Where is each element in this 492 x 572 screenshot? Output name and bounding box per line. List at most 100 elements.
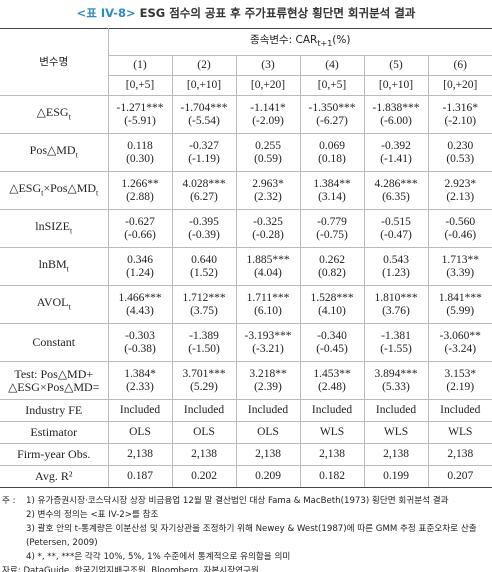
cell: OLS: [171, 421, 237, 444]
column-number: (3): [235, 55, 301, 76]
t-stat: (0.82): [318, 266, 346, 279]
t-stat: (1.52): [190, 266, 218, 279]
t-stat: (-0.39): [188, 228, 220, 241]
cell: -0.395 (-0.39): [171, 209, 237, 248]
data-row: Avg. R² 0.187 0.202 0.209 0.182 0.199 0.207: [0, 465, 492, 488]
cell: -3.193*** (-3.21): [235, 323, 301, 362]
title-text: ESG 점수의 공표 후 주가표류현상 횡단면 회귀분석 결과: [139, 6, 416, 20]
cell: -0.327 (-1.19): [171, 133, 237, 172]
text: △ESG: [36, 104, 69, 119]
window: [0,+10]: [363, 75, 429, 96]
window: [0,+5]: [108, 75, 173, 96]
coefficient: -0.327: [189, 139, 219, 152]
t-stat: (-5.91): [124, 114, 156, 127]
cell: 0.187: [107, 465, 173, 488]
row-label: AVOLt: [0, 285, 109, 324]
label-line: Pos△MDt: [0, 143, 108, 161]
cell: -0.392 (-1.41): [363, 133, 429, 172]
coefficient: 1.713**: [441, 253, 479, 266]
t-stat: (3.14): [318, 190, 346, 203]
cell: -0.779 (-0.75): [299, 209, 365, 248]
text: (%): [332, 33, 351, 46]
cell: 2,138: [235, 443, 301, 466]
column-number: (5): [363, 55, 429, 76]
cell: 2,138: [363, 443, 429, 466]
coefficient: 2.963*: [252, 177, 284, 190]
cell: -1.389 (-1.50): [171, 323, 237, 362]
cell: 3.153* (2.19): [427, 361, 492, 400]
label-line: lnBMt: [0, 257, 108, 275]
t-stat: (-1.55): [380, 342, 412, 355]
t-stat: (2.48): [318, 380, 346, 393]
coefficient: 3.894***: [374, 367, 418, 380]
coefficient: 1.712***: [182, 291, 226, 304]
coefficient: 1.453**: [313, 367, 351, 380]
data-row: △ESGt -1.271*** (-5.91) -1.704*** (-5.54) -1.…: [0, 95, 492, 134]
cell: 0.346 (1.24): [107, 247, 173, 286]
coefficient: -1.350***: [308, 101, 356, 114]
t-stat: (2.88): [126, 190, 154, 203]
cell: 1.384* (2.33): [107, 361, 173, 400]
row-label: lnBMt: [0, 247, 109, 286]
t-stat: (5.33): [382, 380, 410, 393]
row-label: Pos△MDt: [0, 133, 109, 172]
row-label: △ESGt×Pos△MDt: [0, 171, 109, 210]
t-stat: (3.75): [190, 304, 218, 317]
coefficient: 4.028***: [182, 177, 226, 190]
coefficient: 0.230: [447, 139, 474, 152]
coefficient: 3.218**: [249, 367, 287, 380]
cell: -0.515 (-0.47): [363, 209, 429, 248]
coefficient: 0.069: [319, 139, 345, 152]
cell: -1.704*** (-5.54): [171, 95, 237, 134]
t-stat: (6.27): [190, 190, 218, 203]
t-stat: (2.13): [446, 190, 475, 203]
cell: 1.453** (2.48): [299, 361, 365, 400]
text: Industry FE: [25, 403, 83, 417]
cell: 0.640 (1.52): [171, 247, 237, 286]
cell: -1.141* (-2.09): [235, 95, 301, 134]
cell: 0.202: [171, 465, 237, 488]
label-line: Constant: [0, 336, 108, 349]
t-stat: (3.76): [382, 304, 410, 317]
title: <표 IV-8> ESG 점수의 공표 후 주가표류현상 횡단면 회귀분석 결과: [0, 0, 492, 28]
cell: 4.286*** (6.35): [363, 171, 429, 210]
cell: Included: [171, 399, 237, 422]
row-label: Estimator: [0, 421, 109, 444]
notes: 주 : 1) 유가증권시장·코스닥시장 상장 비금융업 12월 말 결산법인 대상…: [0, 494, 492, 572]
data-row: AVOLt 1.466*** (4.43) 1.712*** (3.75) 1.711**…: [0, 285, 492, 324]
cell: -0.325 (-0.28): [235, 209, 301, 248]
window: [0,+20]: [235, 75, 301, 96]
cell: 1.528*** (4.10): [299, 285, 365, 324]
cell: Included: [363, 399, 429, 422]
text: △ESG×Pos△MD=: [8, 379, 100, 394]
coefficient: 0.262: [319, 253, 345, 266]
dependent-header: 종속변수: CARt+1(%): [107, 28, 492, 56]
cell: -0.340 (-0.45): [299, 323, 365, 362]
cell: -3.060** (-3.24): [427, 323, 492, 362]
coefficient: 3.153*: [444, 367, 477, 380]
cell: Included: [427, 399, 492, 422]
label-line: Avg. R²: [0, 470, 108, 483]
cell: 1.266** (2.88): [107, 171, 173, 210]
cell: 1.885*** (4.04): [235, 247, 301, 286]
note-text: 1) 유가증권시장·코스닥시장 상장 비금융업 12월 말 결산법인 대상 Fa…: [26, 496, 449, 506]
data-row: Constant -0.303 (-0.38) -1.389 (-1.50) -3.193…: [0, 323, 492, 362]
text: AVOL: [36, 294, 69, 309]
cell: 2,138: [107, 443, 173, 466]
cell: -1.350*** (-6.27): [299, 95, 365, 134]
note: 2) 변수의 정의는 <표 IV-2>를 참조: [26, 510, 159, 520]
subscript: t: [96, 188, 99, 198]
window-row: [0,+5] [0,+10] [0,+20] [0,+5] [0,+10] [0,+20]: [0, 75, 492, 96]
label-line: AVOLt: [0, 294, 108, 313]
coefficient: 1.841***: [438, 291, 482, 304]
cell: OLS: [235, 421, 301, 444]
label-line: △ESG×Pos△MD=: [0, 379, 108, 394]
cell: 0.543 (1.23): [363, 247, 429, 286]
cell: -0.627 (-0.66): [107, 209, 173, 248]
t-stat: (-0.47): [380, 228, 412, 241]
column-number: (2): [171, 55, 237, 76]
t-stat: (1.24): [126, 266, 154, 279]
cell: 2.923* (2.13): [427, 171, 492, 210]
source: 자료: DataGuide, 한국기업지배구조원, Bloomberg, 자본시…: [2, 566, 259, 572]
note-prefix: 주 :: [2, 496, 16, 506]
